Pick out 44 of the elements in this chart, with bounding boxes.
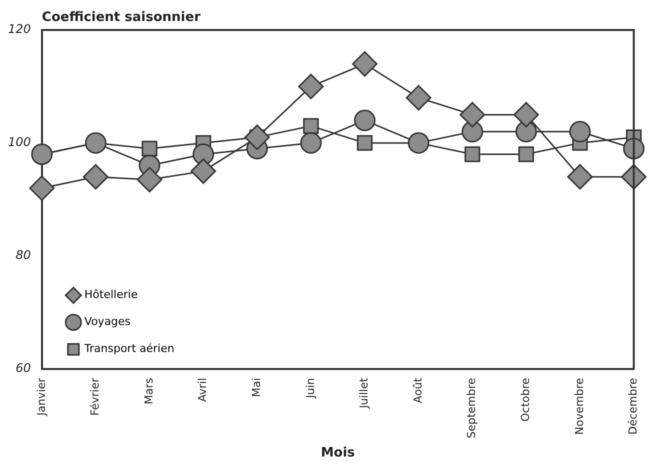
point — [136, 166, 162, 192]
point — [464, 146, 480, 162]
x-tick-label: Mars — [142, 378, 156, 404]
point — [352, 51, 378, 77]
x-tick-label: Août — [411, 377, 424, 404]
point — [192, 143, 214, 165]
point — [300, 132, 322, 154]
point — [354, 110, 376, 132]
point — [513, 102, 539, 128]
point — [460, 102, 486, 128]
point — [142, 140, 158, 156]
legend-label: Transport aérien — [83, 342, 174, 356]
y-axis-title: Coefficient saisonnier — [42, 10, 202, 25]
y-tick-label: 100 — [8, 135, 32, 150]
y-tick-label: 80 — [16, 248, 32, 262]
x-tick-label: Juillet — [358, 377, 371, 410]
x-axis-title: Mois — [320, 446, 356, 461]
point — [567, 164, 593, 190]
x-tick-label: Juin — [304, 378, 317, 400]
x-tick-label: Novembre — [572, 378, 586, 435]
point — [518, 146, 534, 162]
point — [569, 120, 591, 142]
point — [298, 74, 324, 100]
point — [356, 135, 373, 151]
point — [84, 132, 106, 154]
y-tick-label: 120 — [8, 22, 32, 36]
point — [31, 143, 53, 165]
point — [190, 158, 216, 184]
point — [29, 175, 55, 201]
x-tick-label: Février — [88, 377, 102, 416]
x-tick-label: Octobre — [519, 378, 532, 422]
x-tick-label: Avril — [196, 378, 210, 402]
point — [408, 132, 430, 154]
y-tick-label: 60 — [16, 360, 32, 375]
x-tick-label: Janvier — [34, 377, 48, 417]
point — [406, 85, 432, 111]
point — [82, 164, 108, 190]
x-tick-label: Septembre — [465, 378, 478, 438]
x-tick-label: Mai — [250, 378, 263, 398]
x-tick-label: Décembre — [626, 378, 640, 435]
legend-label: Voyages — [84, 315, 131, 328]
point — [303, 118, 319, 134]
point — [244, 124, 270, 150]
legend-label: Hôtellerie — [84, 288, 138, 302]
